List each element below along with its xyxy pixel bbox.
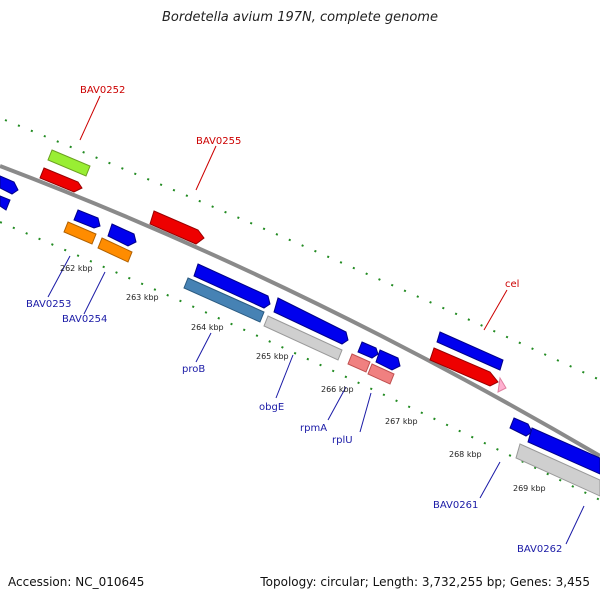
label-BAV0262: BAV0262 [517,544,562,555]
gene-partial-left-2[interactable] [0,195,11,211]
tick-267: 267 kbp [385,417,418,426]
tick-265: 265 kbp [256,352,289,361]
gene-BAV0252[interactable] [39,149,91,193]
gene-BAV0255[interactable] [149,210,205,245]
gene-proB[interactable] [183,263,271,323]
gene-BAV0253[interactable] [63,209,101,245]
blue-leaders [47,255,585,545]
label-BAV0253: BAV0253 [26,299,71,310]
genome-backbone [0,164,600,458]
label-BAV0261: BAV0261 [433,500,478,511]
tick-269: 269 kbp [513,484,546,493]
label-rpmA: rpmA [300,423,327,434]
red-leaders [79,95,508,331]
gene-BAV0262[interactable] [515,427,600,497]
gene-cel[interactable] [429,331,507,393]
accession-text: Accession: NC_010645 [8,575,145,589]
tick-266: 266 kbp [321,385,354,394]
label-rplU: rplU [332,435,353,446]
gene-partial-left[interactable] [0,175,19,195]
gene-BAV0254[interactable] [97,223,137,263]
tick-262: 262 kbp [60,264,93,273]
gene-rplU[interactable] [367,349,401,385]
map-title: Bordetella avium 197N, complete genome [162,10,438,25]
tick-264: 264 kbp [191,323,224,332]
genome-info-text: Topology: circular; Length: 3,732,255 bp… [260,575,590,589]
tick-268: 268 kbp [449,450,482,459]
label-cel: cel [505,279,519,290]
gene-rpmA[interactable] [347,341,379,373]
gene-obgE[interactable] [263,297,349,361]
tick-263: 263 kbp [126,293,159,302]
label-BAV0254: BAV0254 [62,314,107,325]
label-BAV0252: BAV0252 [80,85,125,96]
gene-BAV0261[interactable] [509,417,533,437]
label-proB: proB [182,364,205,375]
label-obgE: obgE [259,402,284,413]
label-BAV0255: BAV0255 [196,136,241,147]
